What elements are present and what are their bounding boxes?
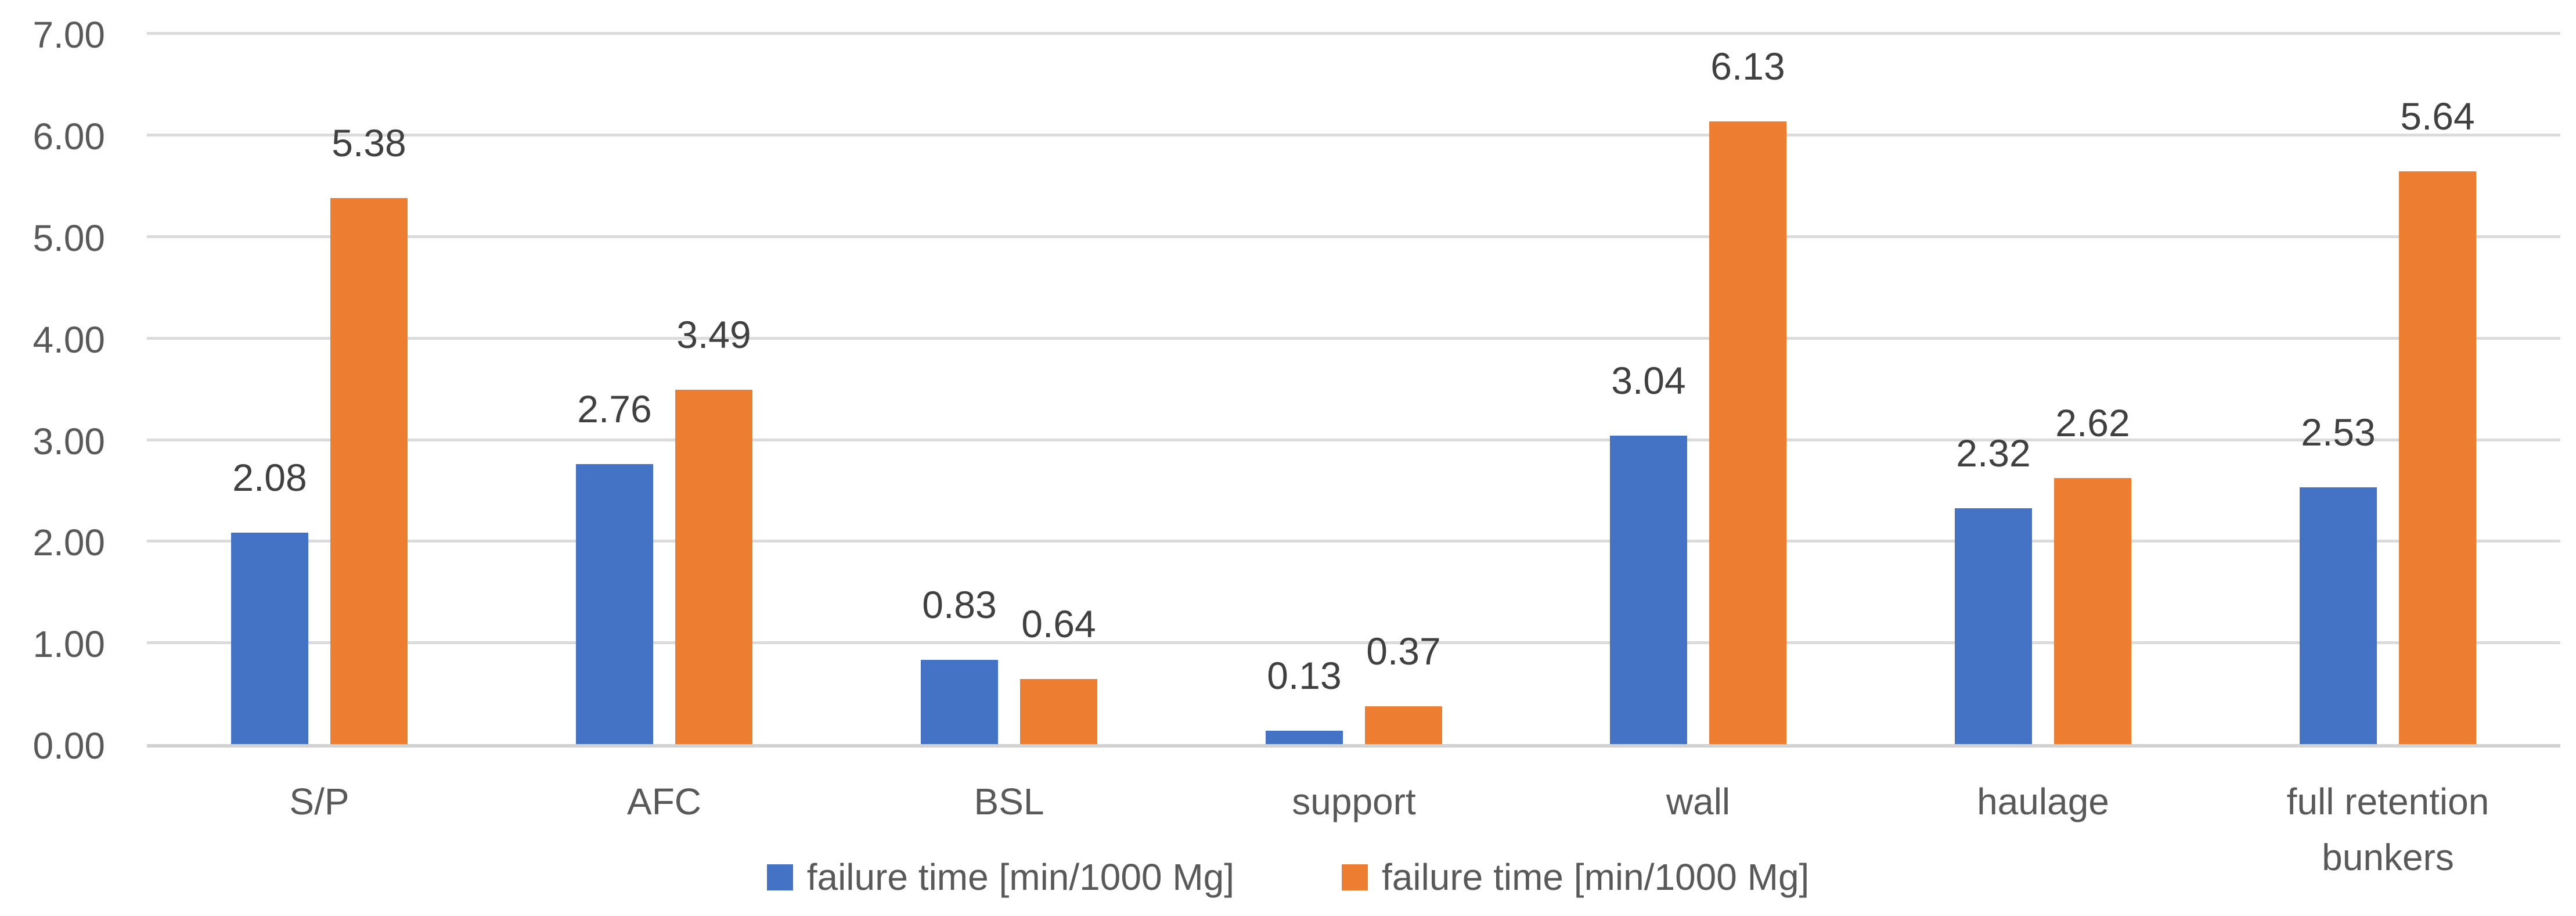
bar-series1: [231, 533, 308, 744]
bar-series2: [2399, 171, 2476, 744]
bar-value-label: 3.04: [1611, 359, 1686, 402]
bar-series1: [2300, 487, 2377, 744]
bar-series2: [1365, 706, 1442, 744]
gridline: [147, 641, 2560, 644]
bar-value-label: 2.76: [577, 387, 652, 430]
legend-label-series1: failure time [min/1000 Mg]: [806, 856, 1234, 898]
gridline: [147, 439, 2560, 441]
bar-series2: [1709, 121, 1786, 744]
x-category-label: haulage: [1977, 781, 2109, 822]
bar-value-label: 2.32: [1956, 432, 2031, 475]
bar-series1: [576, 464, 653, 744]
x-category-label: BSL: [974, 781, 1044, 822]
gridline: [147, 337, 2560, 340]
gridline: [147, 235, 2560, 238]
y-axis-tick-label: 3.00: [33, 421, 105, 462]
bar-value-label: 0.83: [922, 583, 997, 626]
bar-value-label: 5.64: [2400, 95, 2475, 138]
legend-swatch-series2-icon: [1342, 864, 1368, 890]
bar-series2: [1020, 679, 1097, 744]
gridline: [147, 134, 2560, 136]
bar-value-label: 3.49: [676, 313, 751, 356]
bar-series1: [1610, 436, 1687, 744]
x-category-label: S/P: [289, 781, 350, 822]
gridline: [147, 32, 2560, 35]
bar-value-label: 2.53: [2301, 411, 2376, 454]
legend-entry-series2: failure time [min/1000 Mg]: [1342, 854, 1809, 900]
legend: failure time [min/1000 Mg] failure time …: [0, 849, 2576, 905]
y-axis-tick-label: 5.00: [33, 217, 105, 259]
bar-series2: [675, 390, 752, 744]
bar-value-label: 5.38: [332, 121, 406, 164]
bar-value-label: 0.64: [1021, 602, 1096, 645]
x-category-label: wall: [1666, 781, 1731, 822]
bar-series1: [921, 660, 998, 744]
y-axis-tick-label: 0.00: [33, 725, 105, 767]
bar-value-label: 2.08: [232, 456, 307, 499]
bar-value-label: 6.13: [1710, 45, 1785, 88]
y-axis-tick-label: 4.00: [33, 319, 105, 361]
bar-value-label: 0.37: [1366, 630, 1441, 673]
legend-label-series2: failure time [min/1000 Mg]: [1382, 856, 1810, 898]
bar-value-label: 2.62: [2055, 401, 2130, 444]
x-axis-line: [147, 744, 2560, 748]
x-category-label: AFC: [627, 781, 701, 822]
y-axis-tick-label: 7.00: [33, 14, 105, 56]
y-axis-tick-label: 1.00: [33, 623, 105, 665]
gridline: [147, 540, 2560, 543]
bar-series2: [330, 198, 408, 744]
bar-series2: [2054, 478, 2131, 744]
legend-entry-series1: failure time [min/1000 Mg]: [766, 854, 1234, 900]
y-axis-tick-label: 2.00: [33, 522, 105, 563]
bar-series1: [1266, 731, 1343, 744]
x-category-label: support: [1292, 781, 1416, 822]
legend-swatch-series1-icon: [766, 864, 793, 890]
y-axis-tick-label: 6.00: [33, 116, 105, 157]
bar-value-label: 0.13: [1267, 654, 1342, 697]
bar-series1: [1955, 508, 2032, 744]
x-category-label: full retention bunkers: [2286, 781, 2489, 878]
